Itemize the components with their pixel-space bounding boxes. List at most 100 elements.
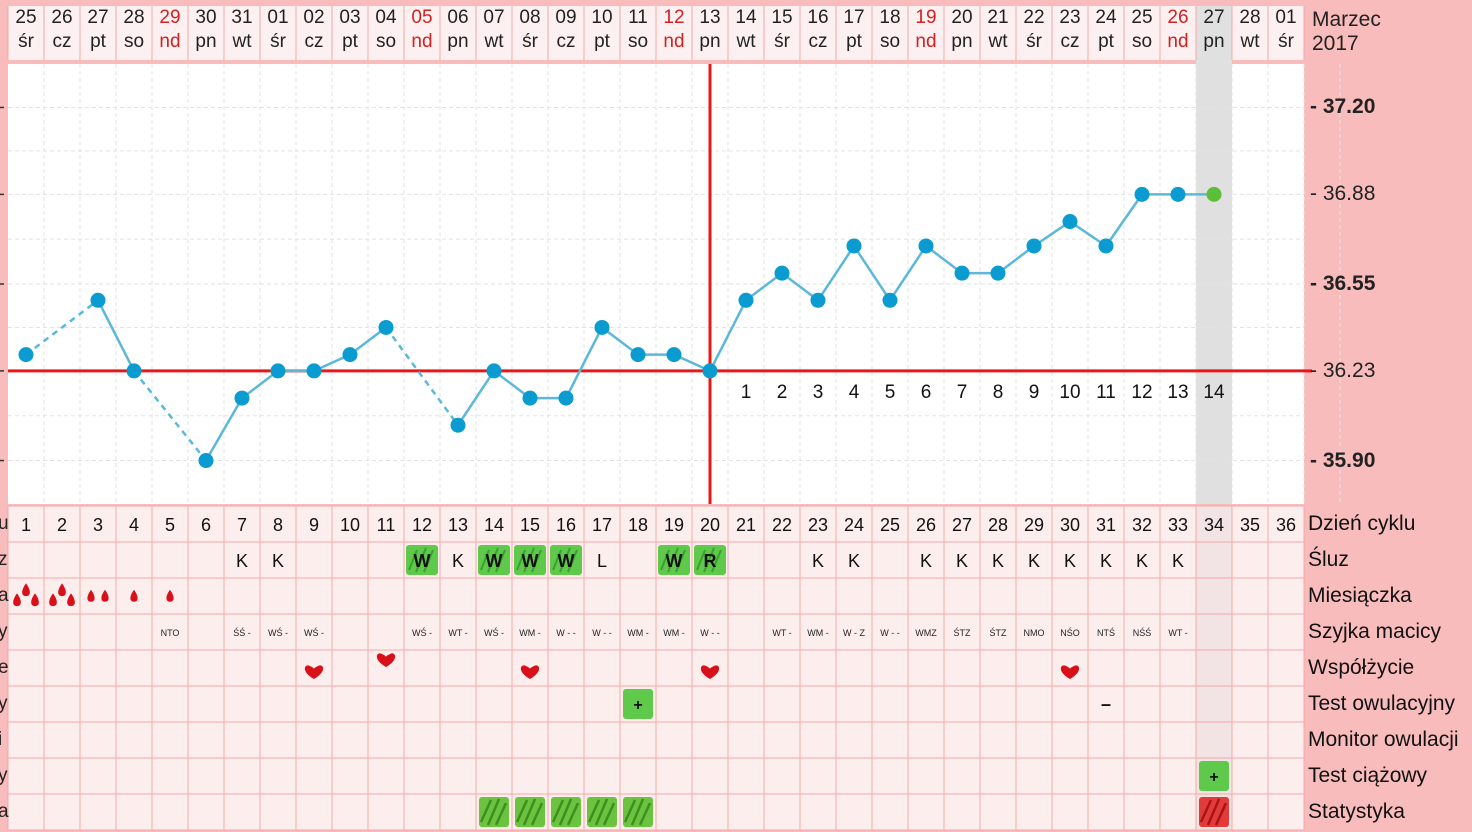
cervix-code: W - - [700, 628, 720, 638]
date-column-header[interactable]: 03 pt [332, 6, 368, 60]
date-column-header[interactable]: 26 nd [1160, 6, 1196, 60]
row-cell [799, 649, 837, 687]
date-column-header[interactable]: 29 nd [152, 6, 188, 60]
row-cell [7, 505, 45, 543]
row-cell [151, 721, 189, 759]
weekday-name: pn [1203, 31, 1225, 52]
row-cell [979, 541, 1017, 579]
row-cell [475, 577, 513, 615]
mucus-code: K [1100, 551, 1112, 571]
cervix-code: WT - [448, 628, 467, 638]
y-tick-label: - 36.88 [1310, 182, 1376, 206]
date-column-header[interactable]: 12 nd [656, 6, 692, 60]
post-ovulation-day-label: 8 [993, 382, 1004, 403]
statistics-hatch [551, 798, 580, 826]
day-number: 06 [447, 7, 469, 28]
date-column-header[interactable]: 26 cz [44, 6, 80, 60]
date-column-header[interactable]: 22 śr [1016, 6, 1052, 60]
cycle-day-number: 1 [21, 515, 31, 535]
date-column-header[interactable]: 28 so [116, 6, 152, 60]
mucus-code: W [486, 551, 503, 571]
row-label-statistics: Statystyka [1308, 800, 1405, 823]
row-cell [295, 757, 333, 795]
date-column-header[interactable]: 17 pt [836, 6, 872, 60]
date-column-header[interactable]: 08 śr [512, 6, 548, 60]
date-column-header[interactable]: 15 śr [764, 6, 800, 60]
cycle-day-number: 36 [1276, 515, 1296, 535]
row-cell [151, 541, 189, 579]
temperature-point [1134, 186, 1150, 202]
row-cell [763, 613, 801, 651]
date-column-header[interactable]: 31 wt [224, 6, 260, 60]
date-column-header[interactable]: 24 pt [1088, 6, 1124, 60]
y-tick-label: - 35.90 [1310, 448, 1376, 472]
date-column-header[interactable]: 28 wt [1232, 6, 1268, 60]
blood-drop-icon [166, 589, 174, 602]
date-column-header[interactable]: 19 nd [908, 6, 944, 60]
row-cell [1159, 757, 1197, 795]
row-cell [511, 577, 549, 615]
date-column-header[interactable]: 01 śr [1268, 6, 1304, 60]
temperature-point [558, 390, 574, 406]
date-column-header[interactable]: 11 so [620, 6, 656, 60]
row-label-pregnancy-test: Test ciążowy [1308, 764, 1428, 787]
mucus-code: K [992, 551, 1004, 571]
weekday-name: pt [594, 31, 610, 52]
row-cell [691, 577, 729, 615]
weekday-name: wt [736, 31, 756, 52]
date-column-header[interactable]: 04 so [368, 6, 404, 60]
row-cell [1123, 793, 1161, 831]
day-number: 07 [483, 7, 505, 28]
temperature-point [450, 417, 466, 433]
post-ovulation-day-label: 4 [849, 382, 860, 403]
cervix-code: W - - [556, 628, 576, 638]
date-column-header[interactable]: 21 wt [980, 6, 1016, 60]
cycle-day-number: 32 [1132, 515, 1152, 535]
date-column-header[interactable]: 16 cz [800, 6, 836, 60]
temperature-segment [564, 326, 604, 399]
row-cell [115, 793, 153, 831]
cycle-day-number: 29 [1024, 515, 1044, 535]
date-column-header[interactable]: 10 pt [584, 6, 620, 60]
row-cell [1015, 613, 1053, 651]
row-cell [1159, 505, 1197, 543]
date-column-header[interactable]: 06 pn [440, 6, 476, 60]
date-column-header[interactable]: 07 wt [476, 6, 512, 60]
date-column-header[interactable]: 14 wt [728, 6, 764, 60]
temperature-point [774, 265, 790, 281]
row-cell [1267, 685, 1305, 723]
day-number: 16 [807, 7, 829, 28]
date-column-header[interactable]: 27 pn [1196, 6, 1232, 60]
weekday-name: cz [1060, 31, 1080, 52]
temperature-point [954, 265, 970, 281]
date-column-header[interactable]: 25 śr [8, 6, 44, 60]
row-cell [835, 721, 873, 759]
date-column-header[interactable]: 27 pt [80, 6, 116, 60]
row-cell [1051, 685, 1089, 723]
date-column-header[interactable]: 18 so [872, 6, 908, 60]
row-cell [943, 649, 981, 687]
row-cell [151, 793, 189, 831]
date-column-header[interactable]: 05 nd [404, 6, 440, 60]
date-column-header[interactable]: 30 pn [188, 6, 224, 60]
mucus-hatch [408, 547, 434, 573]
row-cell [619, 577, 657, 615]
cervix-code: WT - [772, 628, 791, 638]
weekday-name: so [627, 31, 649, 52]
date-column-header[interactable]: 13 pn [692, 6, 728, 60]
row-cell [907, 685, 945, 723]
pregnancy-test-result: + [1209, 769, 1218, 786]
row-cell [151, 685, 189, 723]
weekday-name: so [1131, 31, 1153, 52]
date-column-header[interactable]: 23 cz [1052, 6, 1088, 60]
date-column-header[interactable]: 20 pn [944, 6, 980, 60]
row-cell [511, 757, 549, 795]
date-column-header[interactable]: 01 śr [260, 6, 296, 60]
post-ovulation-day-label: 9 [1029, 382, 1040, 403]
row-cell [1015, 649, 1053, 687]
date-column-header[interactable]: 02 cz [296, 6, 332, 60]
weekday-name: pn [447, 31, 469, 52]
date-column-header[interactable]: 25 so [1124, 6, 1160, 60]
cervix-code: WŚ - [412, 627, 432, 638]
date-column-header[interactable]: 09 cz [548, 6, 584, 60]
